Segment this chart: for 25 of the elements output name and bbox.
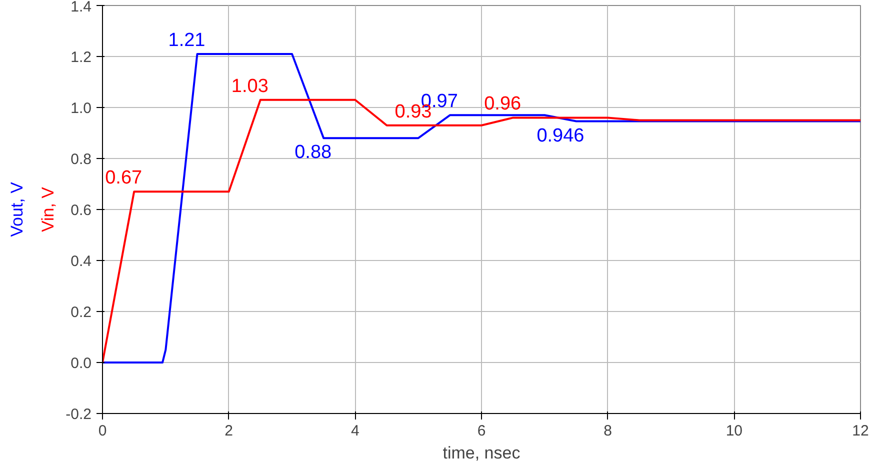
data-label: 0.67 (105, 168, 142, 189)
y-tick-label: 1.4 (70, 0, 92, 16)
y-tick-label: 0.0 (70, 355, 92, 372)
data-label: 1.21 (168, 30, 206, 51)
x-tick-label: 10 (726, 422, 743, 440)
x-tick-label: 0 (98, 422, 107, 440)
x-tick-label: 12 (852, 422, 869, 440)
y-tick-label: 0.4 (70, 253, 92, 270)
text: Vout, V (8, 181, 26, 237)
x-axis-title: time, nsec (442, 444, 521, 462)
y-tick-label: -0.2 (66, 406, 92, 423)
y-tick-label: 1.2 (70, 49, 92, 66)
x-tick-label: 2 (224, 422, 234, 440)
y-tick-label: 0.8 (70, 151, 92, 168)
y-tick-label: 0.6 (70, 202, 92, 219)
data-label: 1.03 (231, 76, 268, 97)
x-tick-label: 8 (604, 422, 612, 440)
y-tick-label: 0.2 (70, 304, 92, 321)
data-label: 0.96 (484, 94, 522, 115)
data-label: 0.946 (536, 125, 584, 146)
data-label: 0.88 (294, 142, 332, 164)
y-tick-label: 1.0 (70, 100, 92, 117)
text: Vin, V (38, 186, 58, 232)
x-tick-label: 4 (350, 422, 360, 440)
x-tick-label: 6 (477, 422, 486, 440)
